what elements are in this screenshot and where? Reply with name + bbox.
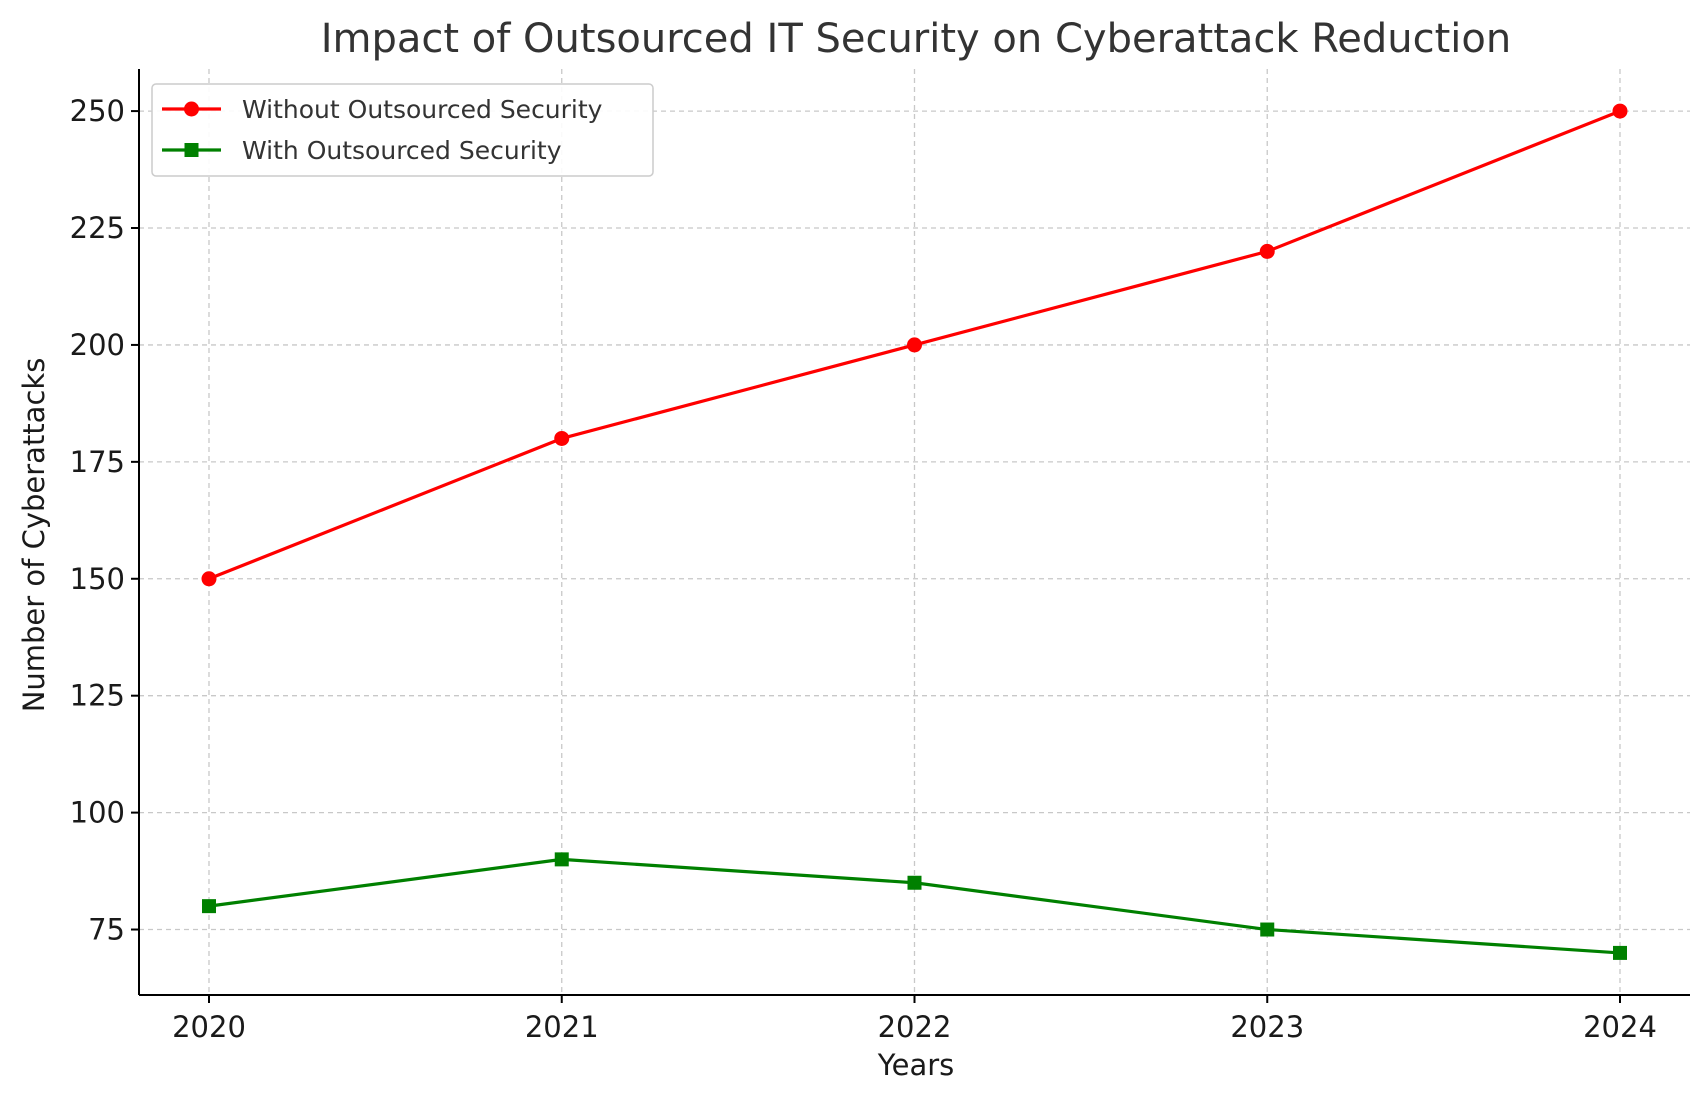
legend-marker-square	[184, 143, 199, 157]
y-tick-label: 100	[70, 796, 125, 830]
data-point-with-outsourced-security	[202, 899, 216, 914]
legend: Without Outsourced Security With Outsourc…	[151, 83, 654, 177]
data-point-with-outsourced-security	[1613, 945, 1627, 960]
legend-label: Without Outsourced Security	[242, 95, 603, 124]
y-tick-label: 75	[88, 913, 125, 947]
x-tick-label: 2024	[1583, 1010, 1657, 1044]
data-point-without-outsourced-security	[554, 430, 570, 446]
series	[201, 103, 1628, 960]
y-axis-label: Number of Cyberattacks	[17, 358, 51, 713]
y-tick-label: 225	[70, 211, 125, 245]
y-tick-label: 125	[70, 679, 125, 713]
data-point-without-outsourced-security	[1259, 243, 1275, 259]
y-tick-label: 150	[70, 562, 125, 596]
data-point-with-outsourced-security	[1260, 922, 1275, 937]
x-tick-label: 2021	[525, 1010, 599, 1044]
legend-frame	[151, 83, 654, 177]
grid	[139, 69, 1690, 995]
data-point-with-outsourced-security	[907, 875, 922, 890]
ticks: 75 100 125 150 175 200 225 250 2020 2021 2022 2023 2…	[70, 94, 1657, 1044]
chart-title: Impact of Outsourced IT Security on Cybe…	[321, 16, 1512, 62]
x-tick-label: 2020	[172, 1010, 246, 1044]
data-point-without-outsourced-security	[201, 571, 217, 587]
legend-item-with-outsourced-security: With Outsourced Security	[162, 136, 562, 165]
y-tick-label: 175	[70, 445, 125, 479]
y-tick-label: 250	[70, 94, 125, 128]
legend-marker-circle	[184, 101, 199, 117]
x-tick-label: 2023	[1230, 1010, 1304, 1044]
x-tick-label: 2022	[878, 1010, 952, 1044]
data-point-with-outsourced-security	[554, 852, 569, 867]
legend-item-without-outsourced-security: Without Outsourced Security	[162, 95, 603, 124]
x-axis-label: Years	[877, 1048, 955, 1082]
y-tick-label: 200	[70, 328, 125, 362]
data-point-without-outsourced-security	[907, 337, 922, 353]
legend-label: With Outsourced Security	[242, 136, 562, 165]
data-point-without-outsourced-security	[1612, 103, 1628, 119]
